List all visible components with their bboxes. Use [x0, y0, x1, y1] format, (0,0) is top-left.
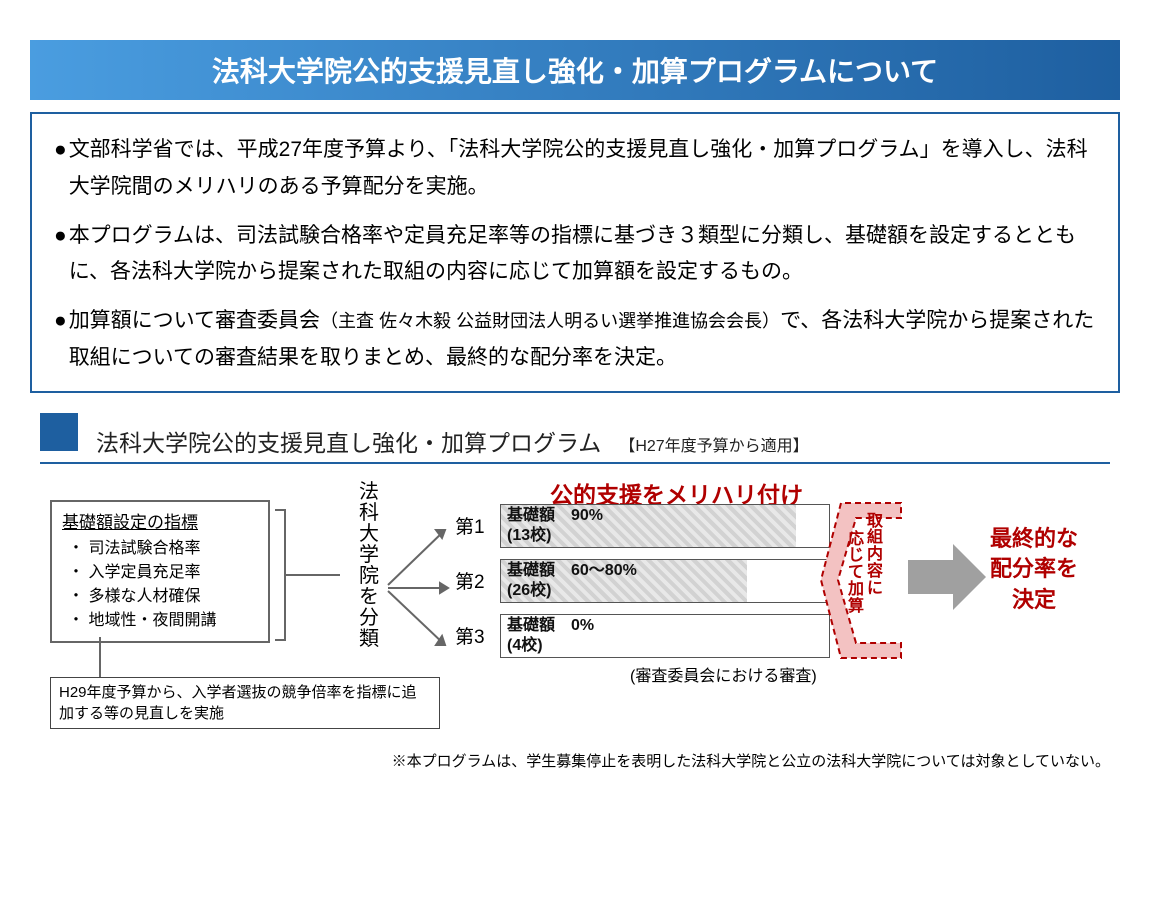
- tier2-bar: 基礎額 60〜80% (26校): [500, 559, 830, 603]
- tier1-bar: 基礎額 90% (13校): [500, 504, 830, 548]
- section-header: 法科大学院公的支援見直し強化・加算プログラム 【H27年度予算から適用】: [40, 413, 1110, 464]
- tier1-line1: 基礎額 90%: [507, 507, 603, 524]
- section-title: 法科大学院公的支援見直し強化・加算プログラム: [96, 424, 601, 458]
- diagram-area: 基礎額設定の指標 ・ 司法試験合格率 ・ 入学定員充足率 ・ 多様な人材確保 ・…: [30, 482, 1120, 742]
- tier2-text: 基礎額 60〜80% (26校): [507, 561, 637, 603]
- bullet-marker: ●: [54, 218, 67, 292]
- bullet-1: ● 文部科学省では、平成27年度予算より、「法科大学院公的支援見直し強化・加算プ…: [54, 132, 1096, 206]
- section-note: 【H27年度予算から適用】: [619, 432, 808, 456]
- footer-note: ※本プログラムは、学生募集停止を表明した法科大学院と公立の法科大学院については対…: [30, 750, 1120, 771]
- indicator-title: 基礎額設定の指標: [62, 508, 258, 533]
- tier2-line2: (26校): [507, 582, 551, 599]
- tier1-text: 基礎額 90% (13校): [507, 506, 603, 548]
- bullet-marker: ●: [54, 303, 67, 377]
- tier1-line2: (13校): [507, 527, 551, 544]
- classify-vlabel: 法科大学院を分類: [358, 482, 380, 650]
- page-title: 法科大学院公的支援見直し強化・加算プログラムについて: [212, 56, 938, 87]
- connector-line-icon: [90, 637, 110, 682]
- indicator-box: 基礎額設定の指標 ・ 司法試験合格率 ・ 入学定員充足率 ・ 多様な人材確保 ・…: [50, 500, 270, 643]
- review-note: (審査委員会における審査): [630, 662, 817, 686]
- bullet-3-text: 加算額について審査委員会（主査 佐々木毅 公益財団法人明るい選挙推進協会会長）で…: [69, 303, 1096, 377]
- tier3-text: 基礎額 0% (4校): [507, 616, 594, 658]
- indicator-item: ・ 入学定員充足率: [62, 561, 258, 585]
- bullet-3: ● 加算額について審査委員会（主査 佐々木毅 公益財団法人明るい選挙推進協会会長…: [54, 303, 1096, 377]
- bullet-3a: 加算額について審査委員会: [69, 309, 320, 332]
- tier3-line2: (4校): [507, 637, 543, 654]
- indicator-item: ・ 司法試験合格率: [62, 537, 258, 561]
- tier3-bar: 基礎額 0% (4校): [500, 614, 830, 658]
- bullet-marker: ●: [54, 132, 67, 206]
- red-chevron-col2: 応じて加算: [847, 532, 865, 616]
- tier2-label: 第2: [455, 567, 485, 594]
- bullet-1-text: 文部科学省では、平成27年度予算より、「法科大学院公的支援見直し強化・加算プログ…: [69, 132, 1096, 206]
- tier2-line1: 基礎額 60〜80%: [507, 562, 637, 579]
- tier3-line1: 基礎額 0%: [507, 617, 594, 634]
- red-chevron-col1: 取組内容に: [866, 514, 884, 598]
- tier1-label: 第1: [455, 512, 485, 539]
- bullet-3-paren: （主査 佐々木毅 公益財団法人明るい選挙推進協会会長）: [320, 311, 780, 331]
- indicator-item: ・ 地域性・夜間開講: [62, 609, 258, 633]
- indicator-item: ・ 多様な人材確保: [62, 585, 258, 609]
- page-title-bar: 法科大学院公的支援見直し強化・加算プログラムについて: [30, 40, 1120, 100]
- final-text: 最終的な 配分率を 決定: [990, 524, 1078, 616]
- overview-box: ● 文部科学省では、平成27年度予算より、「法科大学院公的支援見直し強化・加算プ…: [30, 112, 1120, 393]
- bullet-2-text: 本プログラムは、司法試験合格率や定員充足率等の指標に基づき３類型に分類し、基礎額…: [69, 218, 1096, 292]
- revision-note-box: H29年度予算から、入学者選抜の競争倍率を指標に追加する等の見直しを実施: [50, 677, 440, 729]
- bullet-2: ● 本プログラムは、司法試験合格率や定員充足率等の指標に基づき３類型に分類し、基…: [54, 218, 1096, 292]
- tier3-label: 第3: [455, 622, 485, 649]
- big-arrow-icon: [908, 542, 988, 612]
- section-square-icon: [40, 413, 78, 451]
